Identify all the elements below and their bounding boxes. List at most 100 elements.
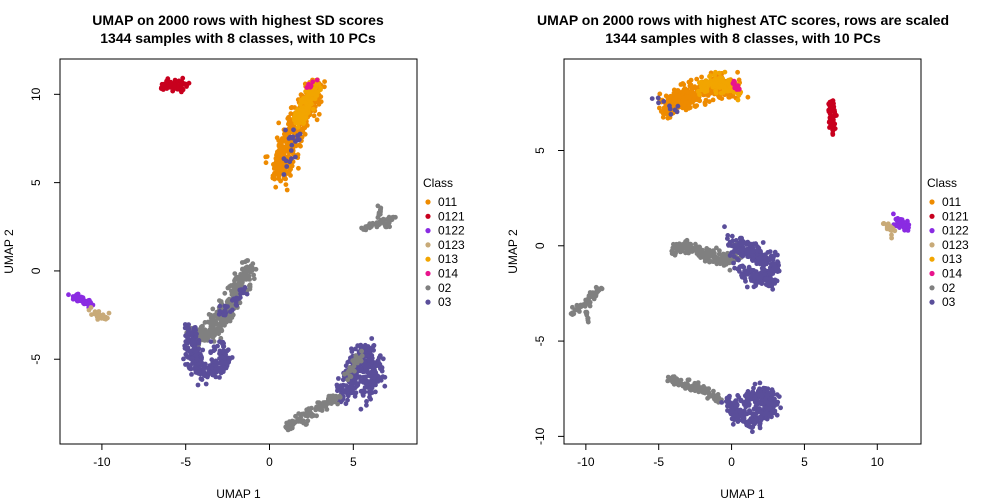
point-class-02: [680, 242, 686, 248]
point-class-03: [767, 276, 773, 282]
x-tick-label: -5: [653, 455, 664, 469]
point-class-02: [200, 323, 205, 329]
point-class-03: [200, 347, 206, 353]
point-class-03: [767, 249, 773, 255]
point-class-02: [711, 394, 717, 400]
point-class-02: [679, 248, 685, 254]
point-class-02: [233, 275, 239, 281]
point-class-03: [744, 284, 750, 290]
point-class-02: [345, 377, 351, 383]
point-class-013: [697, 92, 702, 98]
point-class-013: [713, 69, 718, 75]
point-class-0121: [172, 77, 178, 83]
point-class-03: [360, 369, 366, 375]
point-class-02: [711, 254, 716, 260]
point-class-03: [185, 361, 191, 367]
point-class-02: [705, 256, 711, 262]
point-class-03: [762, 267, 768, 273]
point-class-03: [238, 291, 244, 297]
point-class-011: [699, 74, 704, 80]
point-class-02: [585, 319, 591, 325]
point-class-03: [366, 357, 372, 363]
point-class-013: [711, 81, 717, 87]
point-class-03: [358, 342, 364, 348]
point-class-03: [757, 425, 763, 431]
point-class-011: [678, 100, 684, 106]
chart-title: UMAP on 2000 rows with highest ATC score…: [537, 12, 949, 28]
chart-title: UMAP on 2000 rows with highest SD scores: [92, 12, 384, 28]
point-class-03: [366, 362, 372, 368]
legend-label: 02: [438, 281, 452, 295]
point-class-03: [726, 395, 732, 401]
point-class-03: [362, 363, 367, 369]
legend-swatch: [425, 228, 431, 234]
point-class-02: [313, 407, 319, 413]
point-class-011: [278, 178, 283, 184]
point-class-03: [182, 325, 188, 331]
legend-title: Class: [927, 176, 957, 190]
point-class-02: [219, 327, 224, 333]
point-class-0121: [829, 115, 835, 120]
point-class-02: [235, 283, 241, 289]
point-class-0122: [75, 298, 81, 304]
legend-label: 011: [942, 195, 961, 209]
point-class-011: [322, 79, 327, 84]
points-layer: [66, 75, 398, 433]
point-class-03: [196, 346, 202, 352]
x-tick-label: 5: [350, 455, 357, 469]
point-class-03: [284, 164, 290, 169]
point-class-03: [738, 397, 744, 403]
point-class-03: [293, 139, 298, 144]
point-class-03: [739, 272, 744, 278]
point-class-03: [215, 343, 220, 349]
point-class-03: [223, 365, 229, 371]
point-class-03: [197, 361, 202, 366]
point-class-02: [727, 267, 733, 273]
point-class-03: [656, 100, 661, 106]
point-class-03: [763, 399, 769, 405]
point-class-011: [671, 96, 677, 102]
point-class-03: [371, 343, 377, 348]
x-tick-label: -10: [577, 455, 595, 469]
point-class-03: [213, 362, 218, 368]
point-class-0122: [82, 298, 88, 304]
point-class-03: [188, 366, 194, 372]
legend-swatch: [425, 285, 431, 291]
point-class-02: [243, 274, 249, 280]
point-class-03: [379, 365, 385, 371]
point-class-0123: [96, 311, 102, 317]
point-class-03: [745, 271, 751, 277]
point-class-011: [296, 165, 301, 171]
point-class-02: [225, 285, 231, 291]
point-class-03: [350, 390, 356, 395]
point-class-013: [723, 86, 729, 92]
point-class-013: [698, 79, 704, 85]
point-class-0122: [891, 211, 896, 217]
legend-swatch: [425, 270, 431, 277]
point-class-03: [751, 385, 756, 391]
legend-label: 0121: [942, 209, 969, 223]
point-class-014: [314, 77, 320, 83]
point-class-02: [688, 387, 694, 393]
point-class-011: [276, 143, 282, 149]
point-class-03: [735, 419, 741, 424]
point-class-02: [206, 312, 212, 317]
x-tick-label: 0: [728, 455, 735, 469]
point-class-03: [769, 411, 775, 417]
y-tick-label: 5: [29, 179, 43, 186]
point-class-03: [735, 393, 741, 398]
point-class-011: [736, 77, 742, 83]
point-class-03: [760, 240, 766, 245]
point-class-03: [217, 375, 222, 380]
point-class-02: [669, 251, 675, 256]
chart-subtitle: 1344 samples with 8 classes, with 10 PCs: [100, 30, 376, 46]
point-class-03: [195, 382, 201, 388]
point-class-03: [205, 374, 210, 380]
point-class-02: [220, 321, 226, 326]
point-class-03: [217, 366, 223, 372]
point-class-011: [284, 187, 290, 193]
point-class-0121: [180, 75, 186, 81]
point-class-013: [735, 97, 741, 103]
point-class-02: [231, 282, 237, 287]
point-class-02: [700, 254, 706, 260]
